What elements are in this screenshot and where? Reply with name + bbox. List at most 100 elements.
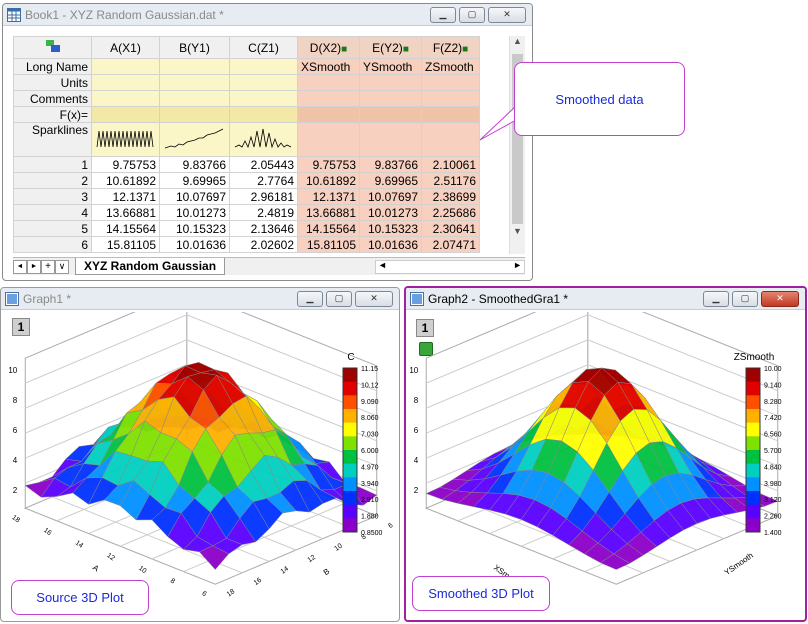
row-number[interactable]: 5 <box>13 220 92 237</box>
graph2-titlebar[interactable]: Graph2 - SmoothedGra1 * ▁ ▢ ✕ <box>406 288 805 310</box>
data-cell[interactable]: 2.4819 <box>229 204 298 221</box>
data-cell[interactable]: 10.15323 <box>159 220 230 237</box>
row-header-fx[interactable]: F(x)= <box>13 106 92 123</box>
data-cell[interactable]: 10.01273 <box>159 204 230 221</box>
book1-window[interactable]: Book1 - XYZ Random Gaussian.dat * ▁ ▢ ✕ … <box>2 3 533 281</box>
graph2-window[interactable]: Graph2 - SmoothedGra1 * ▁ ▢ ✕ 1 10 8 6 4 2 ZS… <box>404 286 807 622</box>
data-cell[interactable]: 10.07697 <box>359 188 422 205</box>
cell[interactable] <box>297 90 360 107</box>
data-cell[interactable]: 10.07697 <box>159 188 230 205</box>
cell[interactable] <box>159 74 230 91</box>
data-cell[interactable]: 2.05443 <box>229 156 298 173</box>
cell[interactable] <box>421 74 480 91</box>
book1-titlebar[interactable]: Book1 - XYZ Random Gaussian.dat * ▁ ▢ ✕ <box>3 4 532 26</box>
sheet-area[interactable]: A(X1) B(Y1) C(Z1) D(X2)■ E(Y2)■ F(Z2)■ L… <box>13 36 508 256</box>
sparkline-b[interactable] <box>159 122 230 157</box>
data-cell[interactable]: 10.01273 <box>359 204 422 221</box>
close-button[interactable]: ✕ <box>761 290 799 307</box>
data-cell[interactable]: 2.30641 <box>421 220 480 237</box>
maximize-button[interactable]: ▢ <box>732 290 758 307</box>
data-cell[interactable]: 2.25686 <box>421 204 480 221</box>
row-number[interactable]: 3 <box>13 188 92 205</box>
cell[interactable] <box>359 106 422 123</box>
graph1-titlebar[interactable]: Graph1 * ▁ ▢ ✕ <box>1 288 399 310</box>
data-cell[interactable]: 14.15564 <box>91 220 160 237</box>
cell[interactable] <box>91 74 160 91</box>
lock-icon[interactable] <box>419 342 433 356</box>
cell[interactable] <box>91 58 160 75</box>
sparkline-c[interactable] <box>229 122 298 157</box>
data-cell[interactable]: 9.69965 <box>159 172 230 189</box>
row-header-units[interactable]: Units <box>13 74 92 91</box>
table-row[interactable]: 3 12.1371 10.07697 2.96181 12.1371 10.07697 2.… <box>13 188 480 205</box>
row-header-long-name[interactable]: Long Name <box>13 58 92 75</box>
cell[interactable] <box>229 74 298 91</box>
row-number[interactable]: 1 <box>13 156 92 173</box>
minimize-button[interactable]: ▁ <box>430 6 456 23</box>
scroll-right-icon[interactable]: ► <box>513 259 522 270</box>
sheet-nav-next-button[interactable]: ► <box>27 259 41 274</box>
cell[interactable] <box>91 106 160 123</box>
data-cell[interactable]: 9.69965 <box>359 172 422 189</box>
select-all-corner[interactable] <box>13 36 92 59</box>
data-cell[interactable]: 2.07471 <box>421 236 480 253</box>
cell[interactable] <box>91 90 160 107</box>
cell[interactable] <box>297 74 360 91</box>
row-number[interactable]: 4 <box>13 204 92 221</box>
cell[interactable] <box>229 106 298 123</box>
data-cell[interactable]: 10.01636 <box>359 236 422 253</box>
data-cell[interactable]: 2.10061 <box>421 156 480 173</box>
table-row[interactable]: 6 15.81105 10.01636 2.02602 15.81105 10.01636… <box>13 236 480 253</box>
data-cell[interactable]: 10.15323 <box>359 220 422 237</box>
col-header-e[interactable]: E(Y2)■ <box>359 36 422 59</box>
cell-long-name-d[interactable]: XSmooth <box>297 58 360 75</box>
graph1-window[interactable]: Graph1 * ▁ ▢ ✕ 1 10 8 6 4 2 C A B 18 16 14 12 10 8 6 6 8… <box>0 287 400 622</box>
cell-long-name-e[interactable]: YSmooth <box>359 58 422 75</box>
col-header-c[interactable]: C(Z1) <box>229 36 298 59</box>
cell[interactable] <box>359 122 422 157</box>
data-cell[interactable]: 9.83766 <box>359 156 422 173</box>
row-header-comments[interactable]: Comments <box>13 90 92 107</box>
maximize-button[interactable]: ▢ <box>326 290 352 307</box>
col-header-b[interactable]: B(Y1) <box>159 36 230 59</box>
scroll-down-icon[interactable]: ▼ <box>513 226 522 236</box>
data-cell[interactable]: 10.01636 <box>159 236 230 253</box>
col-header-d[interactable]: D(X2)■ <box>297 36 360 59</box>
cell[interactable] <box>159 106 230 123</box>
cell[interactable] <box>159 58 230 75</box>
sparkline-a[interactable] <box>91 122 160 157</box>
scroll-up-icon[interactable]: ▲ <box>513 36 522 46</box>
scroll-thumb[interactable] <box>512 54 523 224</box>
data-cell[interactable]: 13.66881 <box>91 204 160 221</box>
row-number[interactable]: 6 <box>13 236 92 253</box>
cell[interactable] <box>359 90 422 107</box>
layer-badge[interactable]: 1 <box>12 318 30 336</box>
table-row[interactable]: 1 9.75753 9.83766 2.05443 9.75753 9.83766 2.10… <box>13 156 480 173</box>
cell[interactable] <box>421 106 480 123</box>
cell-long-name-f[interactable]: ZSmooth <box>421 58 480 75</box>
cell[interactable] <box>297 106 360 123</box>
cell[interactable] <box>421 90 480 107</box>
data-cell[interactable]: 9.75753 <box>297 156 360 173</box>
data-cell[interactable]: 9.83766 <box>159 156 230 173</box>
sheet-nav-prev-button[interactable]: ◄ <box>13 259 27 274</box>
data-cell[interactable]: 2.02602 <box>229 236 298 253</box>
data-cell[interactable]: 2.96181 <box>229 188 298 205</box>
maximize-button[interactable]: ▢ <box>459 6 485 23</box>
data-cell[interactable]: 9.75753 <box>91 156 160 173</box>
horizontal-scrollbar[interactable]: ◄ ► <box>375 259 525 274</box>
add-sheet-button[interactable]: + <box>41 259 55 274</box>
cell[interactable] <box>229 90 298 107</box>
data-cell[interactable]: 13.66881 <box>297 204 360 221</box>
close-button[interactable]: ✕ <box>355 290 393 307</box>
data-cell[interactable]: 2.13646 <box>229 220 298 237</box>
col-header-f[interactable]: F(Z2)■ <box>421 36 480 59</box>
col-header-a[interactable]: A(X1) <box>91 36 160 59</box>
table-row[interactable]: 2 10.61892 9.69965 2.7764 10.61892 9.69965 2.5… <box>13 172 480 189</box>
graph1-plot[interactable]: 108642CAB181614121086681012141618C11.151… <box>1 312 399 612</box>
data-cell[interactable]: 14.15564 <box>297 220 360 237</box>
sheet-tab-xyz[interactable]: XYZ Random Gaussian <box>75 258 226 275</box>
data-cell[interactable]: 2.7764 <box>229 172 298 189</box>
cell[interactable] <box>359 74 422 91</box>
data-cell[interactable]: 15.81105 <box>91 236 160 253</box>
